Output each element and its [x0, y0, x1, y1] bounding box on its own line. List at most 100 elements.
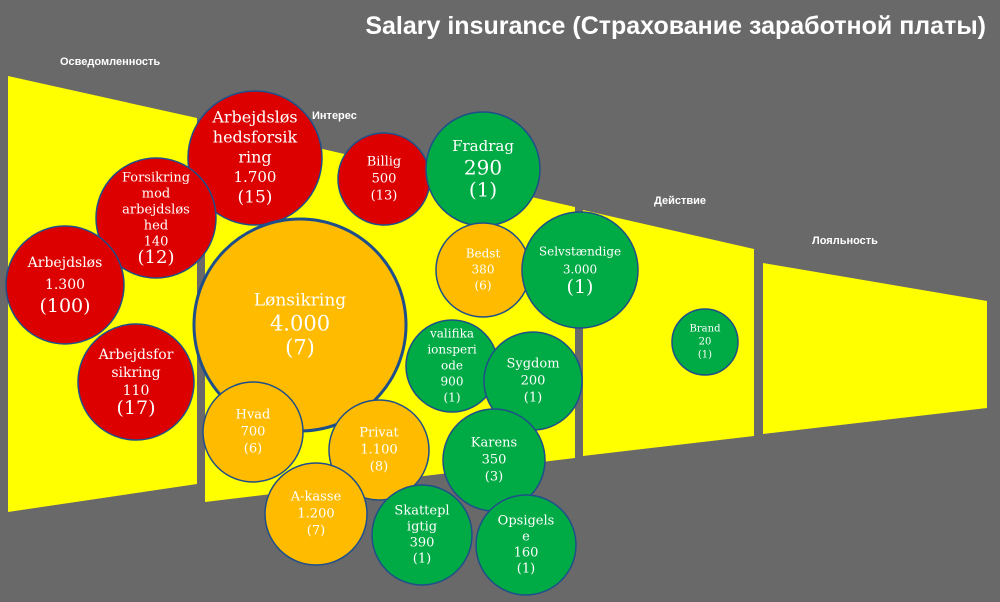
- bubble-label-line: Forsikring: [122, 171, 190, 186]
- bubble-label-line: Arbejdsløs: [211, 108, 297, 127]
- bubble-kvalifikationsperiode: valifika ionsperi ode 900 (1): [405, 319, 499, 413]
- bubble-label-line: (1): [524, 391, 542, 406]
- bubble-label-line: 200: [521, 374, 546, 389]
- bubble-label-line: arbejdsløs: [122, 203, 190, 218]
- bubble-bedst: Bedst 380 (6): [435, 222, 531, 318]
- funnel-segment-loyalty: [763, 263, 987, 434]
- bubble-circle: [475, 494, 577, 596]
- bubble-label-line: mod: [142, 187, 170, 202]
- bubble-label-line: Brand: [690, 324, 722, 335]
- bubble-label-line: 900: [441, 375, 464, 389]
- bubble-circle: [187, 90, 323, 226]
- bubble-circle: [521, 211, 639, 329]
- bubble-label-line: valifika: [429, 327, 474, 341]
- bubble-label-line: (12): [138, 247, 175, 268]
- bubble-selvstaendige: Selvstændige 3.000(1): [521, 211, 639, 329]
- bubble-label-line: A-kasse: [290, 490, 342, 505]
- bubble-label-line: Privat: [359, 426, 399, 441]
- bubble-label-line: 380: [472, 263, 495, 277]
- bubble-label-line: 290: [464, 156, 502, 180]
- bubble-label-line: (17): [116, 397, 155, 419]
- bubble-label-line: 4.000: [270, 312, 330, 336]
- bubble-label-line: hedsforsik: [213, 128, 298, 147]
- bubble-label-line: Arbejdsfor: [98, 347, 174, 363]
- bubble-label-line: Arbejdsløs: [27, 255, 103, 271]
- bubble-label-line: (13): [371, 189, 398, 204]
- bubble-circle: [95, 157, 217, 279]
- bubble-label-line: 1.100: [360, 443, 397, 458]
- bubble-label-line: 160: [514, 546, 539, 561]
- bubble-arbejdslos: Arbejdsløs 1.300 (100): [5, 225, 125, 345]
- bubble-label-line: Fradrag: [452, 137, 514, 155]
- bubble-label-line: (6): [475, 279, 492, 293]
- bubble-label-line: 1.300: [45, 277, 85, 293]
- bubble-label-line: Bedst: [466, 247, 501, 261]
- bubble-label-line: 1.700: [234, 168, 277, 186]
- bubble-label-line: hed: [144, 219, 168, 234]
- bubble-label-line: (7): [285, 336, 315, 360]
- bubble-a-kasse: A-kasse 1.200 (7): [264, 462, 368, 566]
- stage-label-interest: Интерес: [312, 110, 357, 122]
- bubble-label-line: Karens: [471, 436, 517, 451]
- bubble-hvad: Hvad 700 (6): [202, 381, 304, 483]
- stage-label-loyalty: Лояльность: [812, 235, 878, 247]
- bubble-privat: Privat 1.100 (8): [328, 399, 430, 501]
- bubble-circle: [202, 381, 304, 483]
- bubble-label-line: (1): [469, 178, 497, 202]
- bubble-circle: [5, 225, 125, 345]
- bubble-label-line: 390: [410, 536, 435, 551]
- bubble-label-line: (1): [444, 391, 461, 405]
- bubble-karens: Karens 350 (3): [442, 408, 546, 512]
- bubble-circle: [328, 399, 430, 501]
- bubble-label-line: (7): [307, 524, 325, 539]
- stage-label-action: Действие: [654, 195, 706, 207]
- bubble-label-line: (1): [567, 276, 594, 298]
- bubble-label-line: (8): [370, 460, 388, 475]
- bubble-circle: [77, 323, 195, 441]
- bubble-brand: Brand 20 (1): [671, 308, 739, 376]
- bubble-label-line: 350: [482, 453, 507, 468]
- bubble-label-line: (15): [238, 188, 273, 208]
- bubble-sygdom: Sygdom 200 (1): [483, 331, 583, 431]
- bubble-label-line: (1): [517, 562, 535, 577]
- bubble-label-line: 500: [372, 172, 397, 187]
- bubble-circle: [264, 462, 368, 566]
- bubble-circle: [671, 308, 739, 376]
- bubble-label-line: e: [522, 530, 530, 545]
- stage-label-awareness: Осведомленность: [60, 56, 161, 68]
- bubble-label-line: Skattepl: [394, 504, 449, 519]
- bubble-label-line: ionsperi: [427, 343, 476, 357]
- bubble-label-line: ring: [238, 148, 271, 167]
- bubble-label-line: igtig: [407, 520, 437, 535]
- bubble-label-line: 1.200: [297, 507, 334, 522]
- bubble-label-line: Opsigels: [498, 514, 555, 529]
- bubble-arbejdsforsikring: Arbejdsfor sikring 110(17): [77, 323, 195, 441]
- bubble-label-line: (100): [39, 295, 90, 317]
- bubble-label-line: 3.000: [563, 263, 597, 277]
- bubble-label-line: Lønsikring: [254, 291, 346, 311]
- bubble-label-line: Selvstændige: [539, 245, 621, 259]
- bubble-label-line: 20: [699, 337, 712, 348]
- bubble-label-line: 140: [144, 235, 169, 250]
- bubble-billig: Billig 500 (13): [337, 132, 431, 226]
- page-title: Salary insurance (Страхование заработной…: [365, 12, 986, 40]
- bubble-circle: [371, 484, 473, 586]
- bubble-label-line: sikring: [111, 365, 160, 381]
- bubble-label-line: Billig: [367, 155, 402, 170]
- bubble-label-line: 700: [241, 425, 266, 440]
- bubble-label-line: (6): [244, 442, 262, 457]
- bubble-label-line: ode: [441, 359, 463, 373]
- bubble-label-line: (3): [485, 470, 503, 485]
- bubble-label-line: (1): [413, 552, 431, 567]
- bubble-label-line: (1): [698, 350, 712, 361]
- bubbles: Arbejdsløshedsforsikring1.700(15)Forsikr…: [5, 90, 739, 596]
- bubble-label-line: Sygdom: [506, 357, 559, 372]
- bubble-label-line: Hvad: [236, 408, 271, 423]
